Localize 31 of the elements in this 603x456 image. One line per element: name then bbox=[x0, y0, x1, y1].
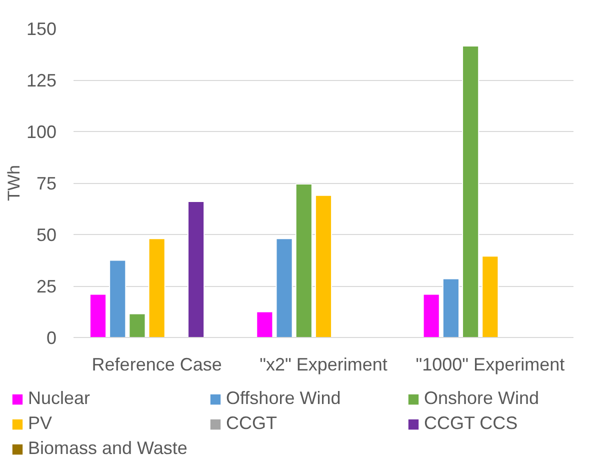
bar bbox=[442, 278, 460, 338]
bar bbox=[89, 294, 107, 338]
bar bbox=[128, 313, 146, 338]
y-tick-label: 75 bbox=[36, 174, 57, 194]
legend-label: CCGT bbox=[226, 413, 278, 434]
x-tick-label: "1000" Experiment bbox=[416, 354, 565, 374]
bar bbox=[276, 238, 293, 338]
y-axis-title: TWh bbox=[4, 165, 24, 201]
y-tick-label: 25 bbox=[36, 276, 57, 296]
y-tick-label: 100 bbox=[26, 122, 57, 142]
legend-label: Nuclear bbox=[28, 388, 92, 409]
bar bbox=[422, 294, 440, 338]
y-tick-label: 0 bbox=[46, 328, 57, 348]
legend-label: PV bbox=[28, 413, 54, 434]
bar bbox=[295, 184, 312, 338]
y-tick-label: 125 bbox=[26, 70, 57, 90]
y-tick-label: 150 bbox=[26, 19, 57, 39]
legend-label: CCGT CCS bbox=[424, 413, 519, 434]
legend-label: Biomass and Waste bbox=[28, 438, 188, 456]
x-tick-label: "x2" Experiment bbox=[260, 354, 388, 374]
bar bbox=[462, 46, 480, 338]
legend-label: Offshore Wind bbox=[226, 388, 342, 409]
bar bbox=[109, 260, 126, 338]
y-tick-label: 50 bbox=[36, 225, 57, 245]
legend-label: Onshore Wind bbox=[424, 388, 540, 409]
bar bbox=[256, 311, 274, 338]
x-tick-label: Reference Case bbox=[92, 354, 222, 374]
bar bbox=[148, 238, 166, 338]
bar bbox=[188, 201, 205, 338]
bar bbox=[314, 194, 332, 338]
bar bbox=[482, 256, 499, 338]
